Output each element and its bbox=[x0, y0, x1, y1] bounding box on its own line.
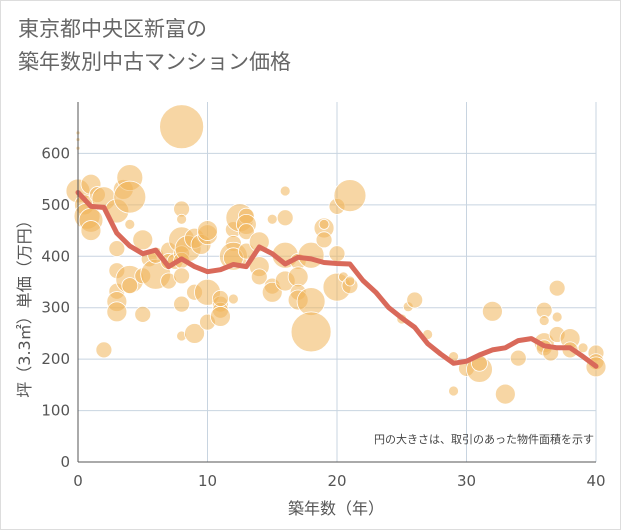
bubble-point bbox=[134, 305, 152, 323]
x-tick-label: 30 bbox=[457, 472, 476, 490]
y-tick-label: 200 bbox=[41, 350, 70, 368]
bubble-point bbox=[124, 218, 136, 230]
y-tick-label: 400 bbox=[41, 247, 70, 265]
bubble-series bbox=[65, 104, 607, 405]
bubble-point bbox=[448, 385, 459, 397]
bubble-point bbox=[509, 349, 527, 367]
x-tick-label: 20 bbox=[327, 472, 346, 490]
bubble-point bbox=[333, 179, 367, 213]
average-price-line bbox=[75, 190, 599, 369]
bubble-point bbox=[227, 293, 239, 305]
bubble-point bbox=[113, 180, 147, 214]
bubble-point bbox=[406, 291, 424, 309]
bubble-point bbox=[279, 185, 291, 197]
tick-labels: 0 100 200 300 400 500 600 0 10 20 30 40 bbox=[41, 144, 605, 490]
bubble-point bbox=[250, 268, 268, 286]
bubble-point bbox=[538, 315, 550, 326]
bubble-point bbox=[108, 240, 126, 257]
x-axis-title: 築年数（年） bbox=[288, 499, 384, 518]
bubble-point bbox=[328, 245, 346, 263]
y-tick-label: 0 bbox=[60, 453, 70, 471]
bubble-point bbox=[237, 223, 255, 241]
bubble-point bbox=[184, 323, 205, 344]
bubble-point bbox=[315, 231, 333, 249]
bubble-point bbox=[318, 218, 330, 230]
bubble-point bbox=[121, 277, 139, 295]
bubble-point bbox=[106, 301, 128, 323]
bubble-point bbox=[212, 290, 229, 307]
y-tick-label: 300 bbox=[41, 299, 70, 317]
bubble-point bbox=[290, 311, 332, 353]
x-tick-label: 0 bbox=[73, 472, 83, 490]
bubble-point bbox=[159, 104, 205, 150]
bubble-point bbox=[80, 220, 102, 241]
bubble-point bbox=[173, 295, 191, 313]
bubble-point bbox=[266, 213, 278, 225]
bubble-point bbox=[95, 341, 113, 359]
bubble-point bbox=[197, 220, 218, 241]
x-tick-label: 10 bbox=[198, 472, 217, 490]
bubble-point bbox=[548, 279, 566, 297]
y-tick-label: 100 bbox=[41, 402, 70, 420]
y-tick-label: 500 bbox=[41, 196, 70, 214]
bubble-point bbox=[210, 306, 231, 327]
bubble-point bbox=[494, 383, 516, 405]
bubble-point bbox=[296, 287, 326, 316]
bubble-point bbox=[577, 342, 589, 354]
bubble-point bbox=[176, 213, 188, 225]
bubble-point bbox=[287, 266, 309, 288]
bubble-size-note: 円の大きさは、取引のあった物件面積を示す bbox=[374, 432, 594, 446]
axes bbox=[77, 102, 596, 463]
y-tick-label: 600 bbox=[41, 144, 70, 162]
bubble-point bbox=[276, 209, 294, 227]
bubble-point bbox=[551, 311, 563, 323]
y-axis-title: 坪（3.3㎡）単価（万円） bbox=[15, 212, 34, 397]
bubble-point bbox=[344, 275, 356, 287]
x-tick-label: 40 bbox=[586, 472, 605, 490]
chart-title: 東京都中央区新富の 築年数別中古マンション価格 bbox=[18, 17, 291, 74]
bubble-point bbox=[173, 267, 191, 285]
average-line-series bbox=[75, 190, 599, 369]
bubble-point bbox=[481, 300, 503, 322]
bubble-point bbox=[132, 229, 154, 251]
